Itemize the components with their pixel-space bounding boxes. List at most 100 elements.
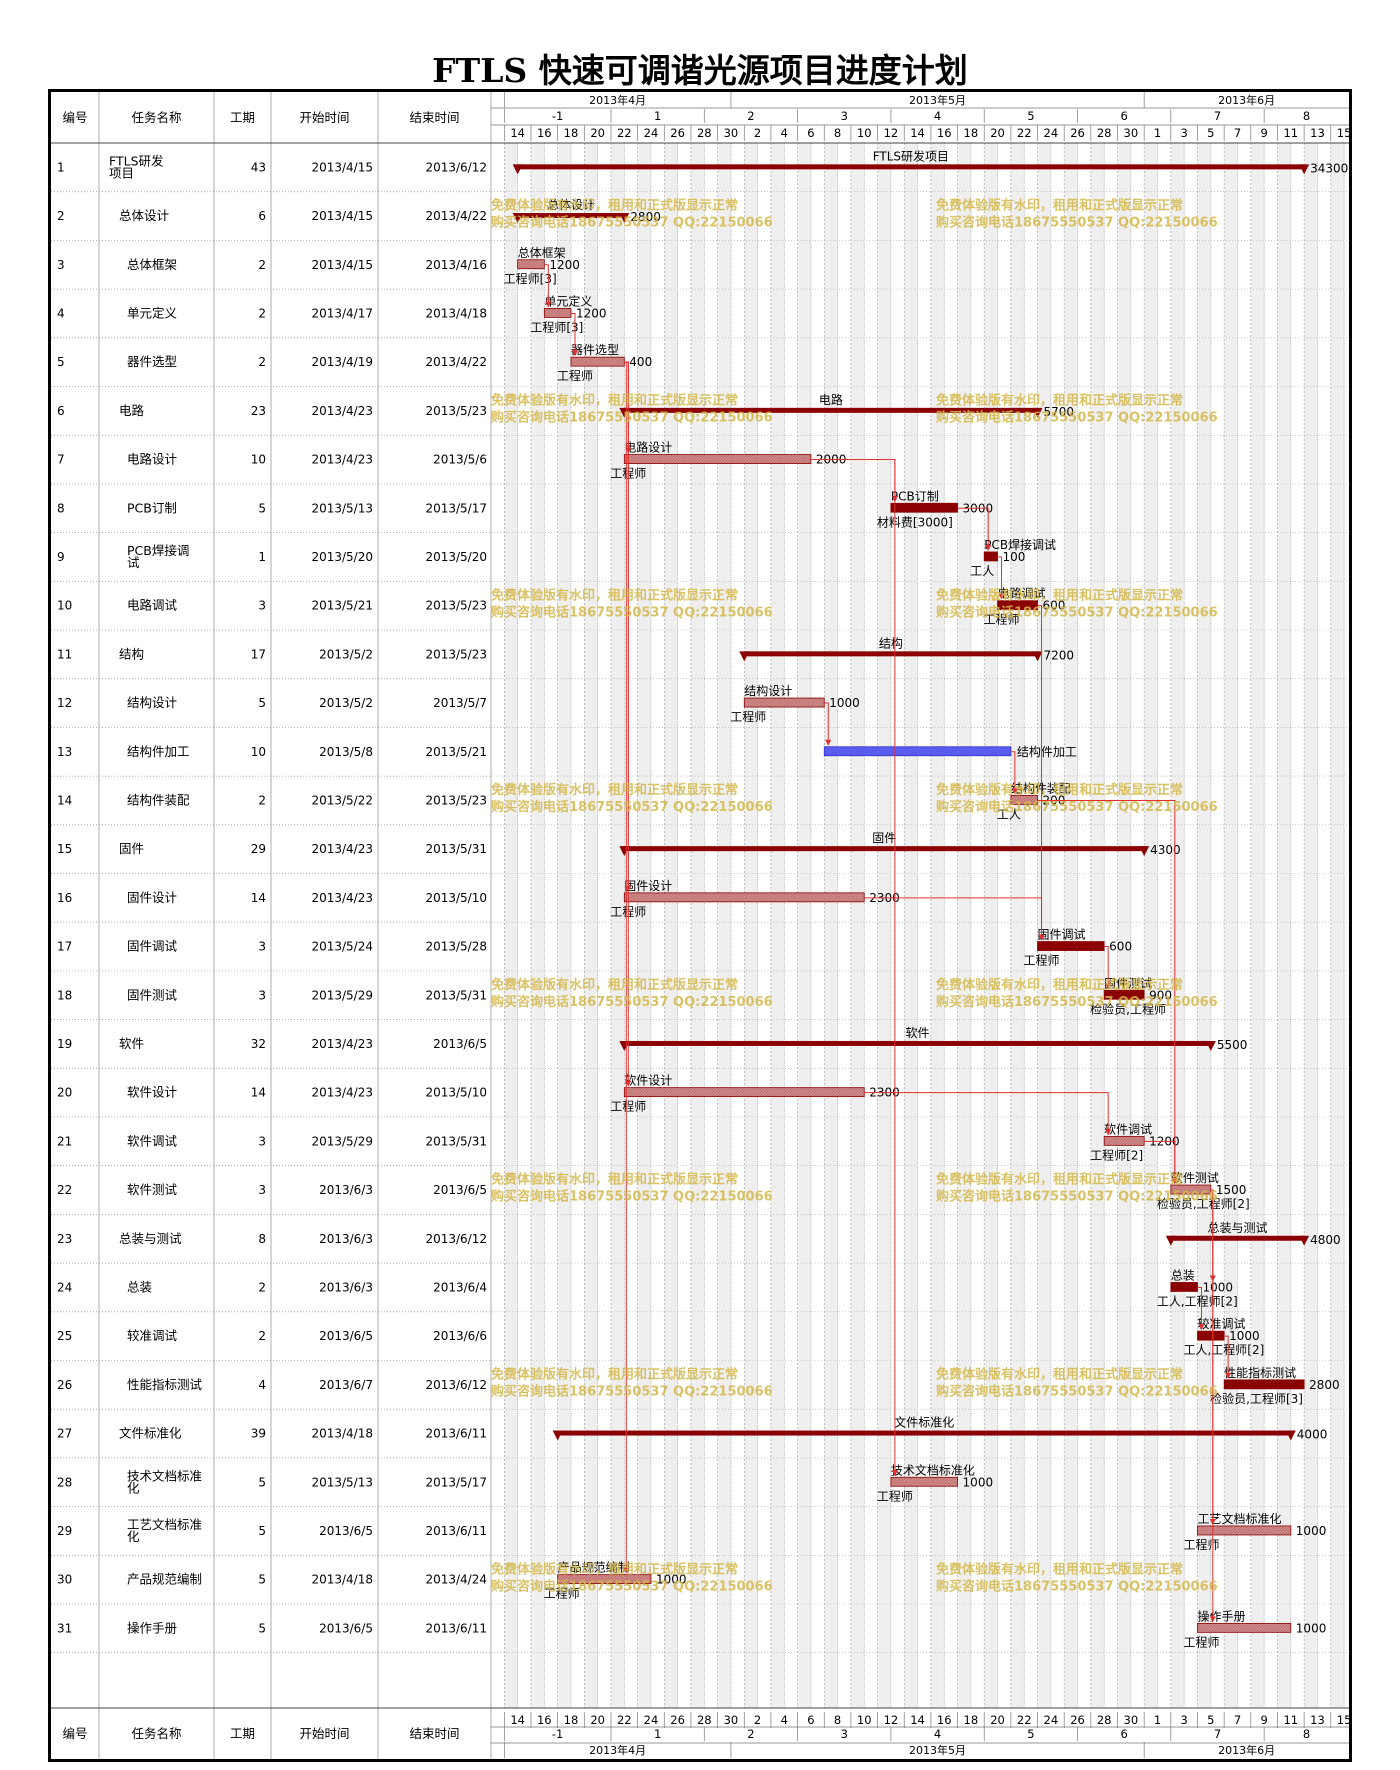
week-label: 2: [747, 109, 754, 123]
link-arrow: [1038, 934, 1045, 941]
task-end: 2013/5/23: [425, 599, 487, 613]
task-id: 18: [57, 988, 72, 1002]
day-tick-label: 20: [590, 1713, 605, 1727]
task-name: 结构件加工: [127, 744, 190, 759]
task-bar: [1223, 1379, 1305, 1390]
task-duration: 3: [258, 940, 266, 954]
task-id: 8: [57, 501, 65, 515]
day-tick-label: 16: [537, 1713, 552, 1727]
watermark-phone: 购买咨询电话18675550537 QQ:22150066: [936, 410, 1218, 426]
task-duration: 2: [258, 355, 266, 369]
bar-cost: 1000: [829, 696, 860, 710]
link-arrow: [1198, 1324, 1205, 1331]
task-bar: [1170, 1282, 1198, 1292]
task-end: 2013/5/31: [425, 1134, 487, 1148]
summary-bar: [517, 213, 625, 219]
day-tick-label: 14: [510, 126, 525, 140]
bar-label: PCB焊接调试: [984, 537, 1056, 552]
table-row: 25 较准调试 2 2013/6/5 2013/6/6: [57, 1328, 487, 1343]
link-line: [810, 459, 896, 1475]
day-tick-label: 26: [670, 1713, 685, 1727]
task-start: 2013/6/5: [319, 1621, 373, 1635]
watermark-text: 免费体验版有水印，租用和正式版显示正常: [491, 782, 738, 798]
task-duration: 6: [258, 209, 266, 223]
day-tick-label: 26: [1070, 1713, 1085, 1727]
day-shading: [504, 143, 1345, 1708]
link-line: [1037, 605, 1043, 939]
task-bar: [623, 1087, 865, 1098]
task-bar: [517, 259, 545, 270]
task-start: 2013/6/3: [319, 1183, 373, 1197]
bar-resource: 工人,工程师[2]: [1157, 1293, 1238, 1308]
watermark-text: 免费体验版有水印，租用和正式版显示正常: [491, 1172, 738, 1188]
task-name: 产品规范编制: [127, 1572, 202, 1587]
link-arrow: [1105, 983, 1112, 990]
task-name: 总体框架: [127, 257, 177, 272]
day-shade: [610, 143, 625, 1708]
column-header-name: 任务名称: [131, 1726, 181, 1741]
task-id: 7: [57, 453, 65, 467]
task-name: 技术文档标准: [127, 1468, 202, 1483]
bar-resource: 工程师: [730, 709, 766, 724]
gantt-bar-group: 产品规范编制 1000 工程师: [544, 1560, 687, 1601]
watermark-text: 免费体验版有水印，租用和正式版显示正常: [936, 393, 1183, 409]
day-tick-label: 22: [617, 1713, 632, 1727]
link-line: [997, 556, 1003, 598]
bar-label: 产品规范编制: [558, 1560, 630, 1575]
task-name: 软件测试: [127, 1182, 178, 1197]
table-row: 23 总装与测试 8 2013/6/3 2013/6/12: [57, 1231, 487, 1246]
day-shade: [1250, 143, 1265, 1708]
task-name: FTLS研发: [109, 153, 164, 168]
task-start: 2013/4/15: [311, 160, 373, 174]
link-line: [570, 312, 576, 355]
table-row: 17 固件调试 3 2013/5/24 2013/5/28: [57, 939, 487, 954]
bar-label: 固件调试: [1038, 927, 1086, 942]
task-id: 10: [57, 599, 72, 613]
month-label: 2013年5月: [909, 1743, 966, 1757]
table-row: 31 操作手册 5 2013/6/5 2013/6/11: [57, 1620, 487, 1635]
bar-label: 单元定义: [544, 293, 592, 308]
task-name: PCB焊接调: [127, 543, 189, 558]
summary-bar: [517, 164, 1305, 170]
link-line: [957, 507, 989, 549]
task-duration: 5: [258, 501, 266, 515]
table-row: 26 性能指标测试 4 2013/6/7 2013/6/12: [57, 1377, 487, 1392]
day-shade: [1277, 143, 1291, 1708]
week-label: 5: [1027, 109, 1034, 123]
day-tick-label: 9: [1260, 1713, 1267, 1727]
day-shade: [850, 143, 865, 1708]
bar-resource: 工程师: [1024, 953, 1060, 968]
task-name: 工艺文档标准: [127, 1517, 202, 1532]
summary-bar: [1170, 1235, 1305, 1241]
link-line: [1037, 799, 1176, 1183]
link-arrow: [998, 593, 1005, 600]
day-tick-label: 8: [834, 1713, 841, 1727]
task-duration: 2: [258, 258, 266, 272]
bar-resource: 检验员,工程师: [1090, 1001, 1166, 1016]
task-end: 2013/5/10: [425, 891, 487, 905]
day-tick-label: 30: [1124, 1713, 1139, 1727]
week-label: 5: [1027, 1727, 1034, 1741]
task-name: 结构件装配: [127, 792, 190, 807]
summary-end-marker: [1299, 1235, 1310, 1246]
bar-resource: 工人: [970, 564, 994, 578]
task-start: 2013/5/2: [319, 696, 373, 710]
bar-cost: 1000: [1296, 1621, 1327, 1635]
watermark-text: 免费体验版有水印，租用和正式版显示正常: [936, 198, 1183, 214]
bar-cost: 2800: [630, 210, 661, 224]
day-tick-label: 1: [1154, 1713, 1161, 1727]
task-end: 2013/5/10: [425, 1086, 487, 1100]
task-end: 2013/5/23: [425, 793, 487, 807]
bar-cost: 5500: [1217, 1038, 1248, 1052]
task-duration: 5: [258, 1524, 266, 1538]
task-duration: 43: [251, 160, 266, 174]
watermark-text: 免费体验版有水印，租用和正式版显示正常: [491, 587, 738, 603]
bar-resource: 检验员,工程师[3]: [1210, 1391, 1303, 1406]
bar-cost: 1200: [576, 306, 607, 320]
table-row: 21 软件调试 3 2013/5/29 2013/5/31: [57, 1133, 487, 1148]
bar-resource: 工程师: [557, 368, 593, 383]
day-tick-label: 12: [884, 126, 899, 140]
task-id: 23: [57, 1232, 72, 1246]
